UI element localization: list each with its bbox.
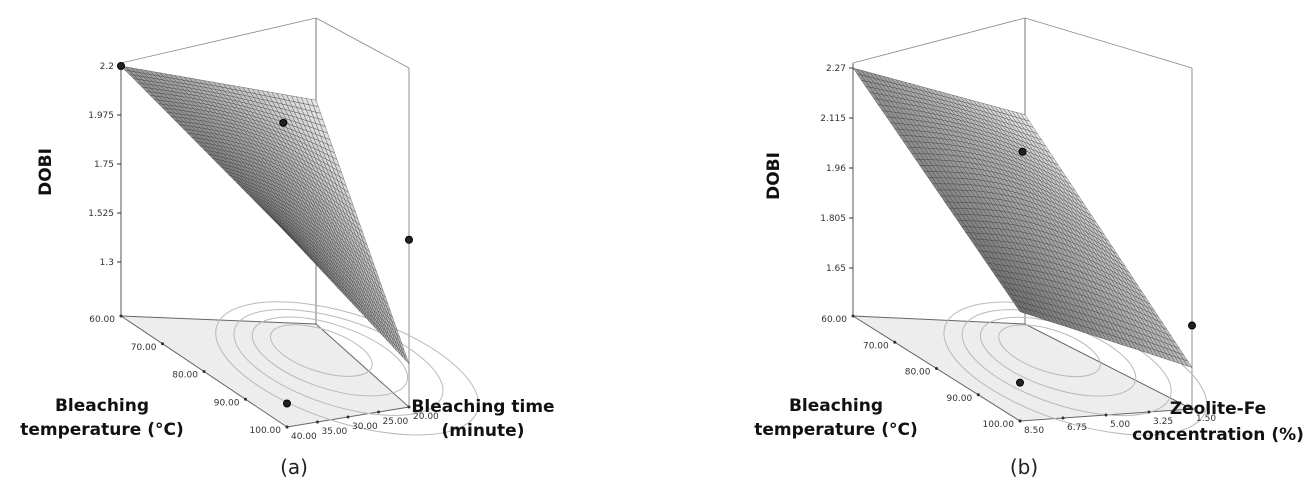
x-tick-label: 100.00 xyxy=(250,426,282,436)
x-tick-mark xyxy=(202,370,206,373)
x-tick-mark xyxy=(935,367,938,370)
x-tick-mark xyxy=(161,342,164,346)
z-tick-label: 1.75 xyxy=(94,160,114,170)
y-tick-label: 25.00 xyxy=(383,417,409,427)
floor-plane xyxy=(119,315,411,428)
z-tick-label: 1.96 xyxy=(826,164,846,174)
y-tick-label: 40.00 xyxy=(291,432,317,442)
x-tick-label: 70.00 xyxy=(863,341,889,351)
y-tick-mark xyxy=(346,415,350,419)
x-tick-label: 90.00 xyxy=(214,398,240,408)
x-tick-label: 80.00 xyxy=(905,368,931,378)
y-tick-mark xyxy=(1061,416,1065,420)
floor-contour xyxy=(233,308,444,416)
y-axis-label-a-line1: Bleaching time xyxy=(411,397,554,417)
z-axis-label-b: DOBI xyxy=(764,152,784,200)
design-point xyxy=(279,118,288,127)
y-tick-mark xyxy=(377,410,380,414)
response-surface xyxy=(852,67,1193,368)
y-tick-label: 8.50 xyxy=(1024,426,1044,436)
y-tick-mark xyxy=(1104,413,1108,417)
caption-a: (a) xyxy=(280,455,308,479)
y-tick-mark xyxy=(1190,407,1194,411)
y-tick-mark xyxy=(1018,419,1022,423)
floor-contour xyxy=(269,324,373,377)
z-tick-label: 2.27 xyxy=(826,64,846,74)
z-tick-label: 1.3 xyxy=(100,258,114,268)
z-tick-label: 2.2 xyxy=(100,62,114,72)
design-point xyxy=(1188,321,1196,330)
design-point xyxy=(1018,147,1027,156)
x-tick-label: 90.00 xyxy=(946,394,972,404)
y-tick-label: 6.75 xyxy=(1067,423,1087,433)
x-tick-mark xyxy=(851,314,855,318)
z-axis-label-a: DOBI xyxy=(36,148,56,196)
x-tick-label: 100.00 xyxy=(983,420,1015,430)
y-tick-label: 35.00 xyxy=(322,427,348,437)
floor-contour xyxy=(998,324,1101,378)
design-point xyxy=(283,399,291,408)
z-tick-label: 1.65 xyxy=(826,264,846,274)
y-axis-label-b-line1: Zeolite-Fe xyxy=(1170,399,1266,419)
y-tick-label: 3.25 xyxy=(1153,417,1173,427)
response-surface xyxy=(120,65,410,365)
design-point xyxy=(405,235,413,244)
design-point xyxy=(117,62,125,70)
y-tick-mark xyxy=(1147,410,1151,414)
design-point xyxy=(1016,378,1024,387)
x-tick-mark xyxy=(244,397,247,401)
y-axis-label-a-line2: (minute) xyxy=(442,421,525,441)
floor-contour xyxy=(251,316,409,397)
floor-contour xyxy=(215,301,479,436)
x-tick-mark xyxy=(976,393,980,397)
y-tick-label: 1.50 xyxy=(1196,414,1216,424)
surface-facet xyxy=(403,353,410,365)
surface-facet xyxy=(1183,359,1193,368)
caption-b: (b) xyxy=(1010,455,1038,479)
x-axis-label-b-line1: Bleaching xyxy=(789,396,883,416)
top-edge-left xyxy=(120,17,317,64)
y-tick-label: 20.00 xyxy=(413,412,439,422)
z-tick-label: 1.975 xyxy=(88,111,114,121)
z-tick-label: 2.115 xyxy=(820,114,846,124)
surface-plot-a: 1.3 1.525 1.75 1.975 2.2 60.00 70.00 80.00 90.00… xyxy=(88,17,479,442)
y-tick-label: 5.00 xyxy=(1110,420,1130,430)
x-tick-label: 60.00 xyxy=(89,315,115,325)
top-edge-right xyxy=(315,17,410,69)
z-tick-label: 1.805 xyxy=(820,214,846,224)
top-edge-right xyxy=(1024,17,1193,69)
y-tick-mark xyxy=(285,425,289,429)
y-tick-mark xyxy=(407,405,411,409)
z-tick-label: 1.525 xyxy=(88,209,114,219)
surface-plot-b: 1.65 1.805 1.96 2.115 2.27 60.00 70.00 80.00 90.… xyxy=(820,17,1216,436)
x-tick-mark xyxy=(119,314,123,318)
x-axis-label-b-line2: temperature (°C) xyxy=(754,420,918,440)
x-tick-label: 70.00 xyxy=(131,343,157,353)
y-tick-label: 30.00 xyxy=(352,422,378,432)
x-axis-label-a-line1: Bleaching xyxy=(55,396,149,416)
x-tick-label: 80.00 xyxy=(172,371,198,381)
x-tick-mark xyxy=(893,340,897,344)
top-edge-left xyxy=(852,17,1026,64)
y-tick-mark xyxy=(316,420,319,424)
y-axis-label-b-line2: concentration (%) xyxy=(1132,425,1304,445)
x-tick-label: 60.00 xyxy=(821,315,847,325)
x-axis-label-a-line2: temperature (°C) xyxy=(20,420,184,440)
